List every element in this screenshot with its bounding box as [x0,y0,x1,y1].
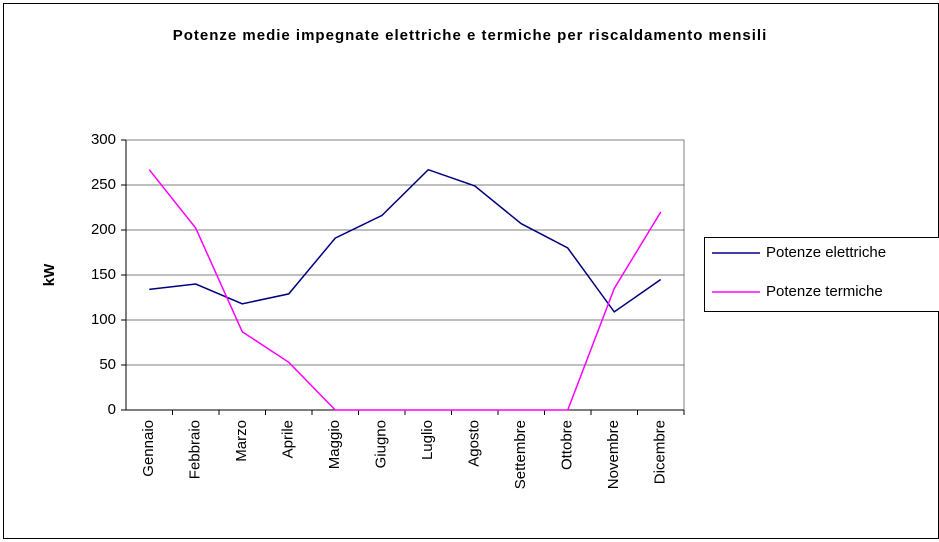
y-tick-label: 100 [91,311,116,328]
x-tick-label: Aprile [280,420,297,458]
legend-label: Potenze elettriche [766,244,886,261]
y-tick-label: 50 [99,356,116,373]
x-tick-label: Marzo [233,420,250,462]
y-tick-label: 150 [91,266,116,283]
x-tick-label: Maggio [326,420,343,469]
x-tick-label: Agosto [466,420,483,467]
x-tick-label: Gennaio [140,420,157,477]
x-tick-label: Giugno [373,420,390,468]
y-tick-label: 200 [91,221,116,238]
x-tick-label: Luglio [419,420,436,460]
x-tick-label: Settembre [512,420,529,489]
chart-title: Potenze medie impegnate elettriche e ter… [172,27,768,44]
y-tick-label: 300 [91,131,116,148]
series-line [148,169,662,411]
y-axis-label: kW [41,263,58,286]
legend-label: Potenze termiche [766,283,883,300]
x-tick-label: Novembre [605,420,622,489]
series-line [149,168,662,313]
y-tick-label: 0 [108,401,116,418]
x-tick-label: Dicembre [652,420,669,484]
legend [704,237,939,312]
y-tick-label: 250 [91,176,116,193]
x-tick-label: Febbraio [187,420,204,479]
x-tick-label: Ottobre [559,420,576,470]
